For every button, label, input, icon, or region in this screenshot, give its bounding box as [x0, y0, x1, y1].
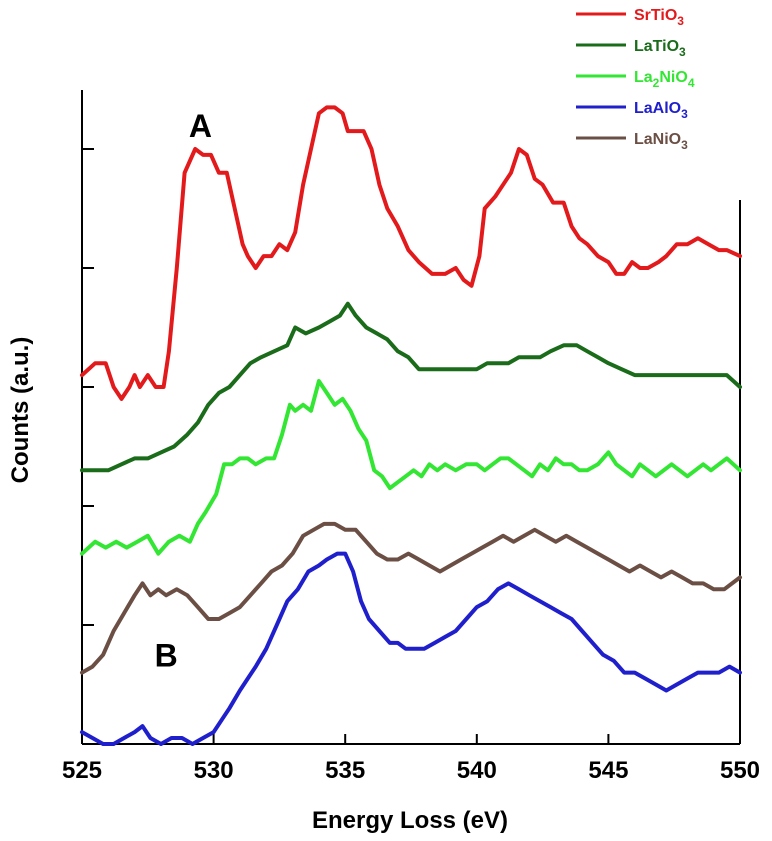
series-line-la4 [80, 379, 742, 556]
annotations: AB [155, 108, 212, 674]
series-line-laalo3 [80, 551, 742, 746]
y-ticks [82, 148, 94, 745]
annotation-a: A [189, 108, 212, 144]
legend-label: LaNiO3 [634, 131, 688, 152]
series-line-srtio3 [80, 105, 742, 401]
x-axis-title: Energy Loss (eV) [312, 807, 508, 834]
x-tick-label: 535 [325, 757, 365, 784]
legend: SrTiO3 LaTiO3 La2NiO4 LaAlO3 LaNiO3 [576, 7, 695, 152]
legend-item: LaNiO3 [576, 131, 688, 152]
series-group [80, 105, 742, 746]
x-tick-label: 540 [457, 757, 497, 784]
legend-item: La2NiO4 [576, 69, 695, 90]
x-tick-label: 545 [588, 757, 628, 784]
plot-frame [81, 90, 741, 745]
x-tick-label: 525 [62, 757, 102, 784]
series-line-lanio3 [80, 521, 742, 675]
legend-label: SrTiO3 [634, 7, 684, 28]
legend-label: LaTiO3 [634, 38, 686, 59]
legend-item: LaTiO3 [576, 38, 686, 59]
x-tick-label: 550 [720, 757, 760, 784]
y-axis-title: Counts (a.u.) [7, 337, 34, 484]
legend-item: SrTiO3 [576, 7, 684, 28]
x-tick-label: 530 [194, 757, 234, 784]
legend-label: LaAlO3 [634, 100, 688, 121]
x-ticks: 525 530 535 540 545 550 [62, 734, 760, 784]
legend-label: La2NiO4 [634, 69, 695, 90]
series-line-latio3 [80, 301, 742, 473]
legend-item: LaAlO3 [576, 100, 688, 121]
annotation-b: B [155, 638, 178, 674]
